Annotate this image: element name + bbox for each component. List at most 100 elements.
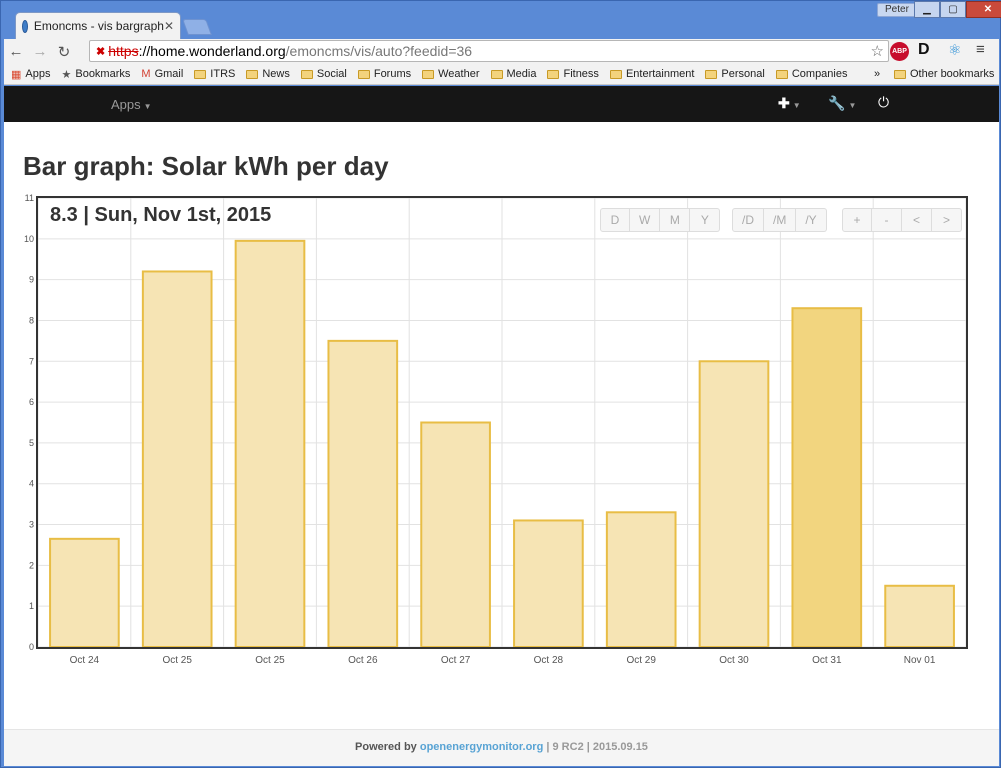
bar[interactable]: [884, 584, 955, 649]
x-tick-label: Nov 01: [904, 655, 936, 666]
logout-power-icon[interactable]: ⏻: [878, 94, 890, 110]
footer-link[interactable]: openenergymonitor.org: [419, 741, 544, 753]
bookmark-news[interactable]: News: [246, 68, 290, 80]
bookmark-label: News: [262, 68, 290, 80]
bookmark-label: Weather: [438, 68, 480, 80]
bookmark-label: Bookmarks: [75, 68, 131, 80]
browser-tab[interactable]: Emoncms - vis bargraph ✕: [15, 12, 181, 39]
x-tick-label: Oct 30: [719, 655, 749, 666]
forward-arrow-icon[interactable]: →: [32, 43, 48, 60]
close-window-button[interactable]: ✕: [966, 1, 1001, 18]
insecure-lock-icon[interactable]: ✖: [96, 45, 106, 58]
bar[interactable]: [49, 537, 120, 648]
bar[interactable]: [605, 511, 677, 648]
bookmark-gmail[interactable]: M Gmail: [141, 68, 183, 80]
caret-down-icon: ▼: [143, 102, 152, 111]
network-extension-icon[interactable]: ⚛: [948, 42, 962, 59]
bookmark-companies[interactable]: Companies: [775, 68, 848, 80]
folder-icon: [490, 69, 503, 79]
profile-button[interactable]: Peter: [877, 3, 917, 17]
range-d-button[interactable]: D: [600, 208, 630, 232]
interval-perminusy-button[interactable]: /Y: [796, 208, 827, 232]
bar[interactable]: [513, 519, 584, 648]
reload-icon[interactable]: ↻: [57, 43, 71, 61]
bookmarks-overflow-button[interactable]: »: [874, 68, 881, 80]
bookmark-itrs[interactable]: ITRS: [194, 68, 235, 80]
d-extension-icon[interactable]: D: [918, 41, 930, 58]
bookmarks-bar: ▦ Apps ★ Bookmarks M Gmail ITRS News Social Forum…: [4, 64, 999, 85]
address-bar[interactable]: ✖ https://home.wonderland.org/emoncms/vi…: [89, 40, 889, 62]
x-tick-label: Oct 29: [626, 655, 656, 666]
minimize-button[interactable]: ▁: [914, 1, 940, 18]
other-bookmarks[interactable]: Other bookmarks: [894, 68, 994, 80]
tab-close-icon[interactable]: ✕: [163, 19, 174, 33]
bookmark-label: Fitness: [563, 68, 599, 80]
wrench-menu[interactable]: 🔧 ▼: [828, 95, 857, 111]
bookmark-forums[interactable]: Forums: [357, 68, 411, 80]
bookmark-fitness[interactable]: Fitness: [547, 68, 599, 80]
star-icon: ★: [61, 68, 72, 81]
bar-graph[interactable]: 0 1 2 3 4 5 6 7 8 9 10 11 Oct 24 Oct 25 Oct 25 Oct 26 Oc…: [4, 186, 999, 666]
y-tick-label: 2: [29, 560, 34, 570]
window-controls: ▁ ▢ ✕: [914, 1, 1001, 18]
url-host: ://home.wonderland.org: [138, 43, 286, 59]
bookmark-media[interactable]: Media: [490, 68, 537, 80]
folder-icon: [705, 69, 718, 79]
bar[interactable]: [420, 421, 491, 648]
bookmark-label: Companies: [791, 68, 848, 80]
folder-icon: [609, 69, 622, 79]
bar[interactable]: [141, 270, 213, 649]
bar[interactable]: [234, 239, 306, 648]
y-tick-label: 0: [29, 642, 34, 652]
apps-menu[interactable]: Apps ▼: [111, 97, 152, 112]
x-tick-label: Oct 24: [70, 655, 100, 666]
y-tick-label: 9: [29, 275, 34, 285]
x-tick-label: Oct 26: [348, 655, 378, 666]
zoom-minus-button[interactable]: -: [872, 208, 902, 232]
bookmark-bookmarks[interactable]: ★ Bookmarks: [61, 68, 130, 81]
back-arrow-icon[interactable]: ←: [8, 43, 24, 60]
bookmark-label: Media: [506, 68, 537, 80]
interval-perminusd-button[interactable]: /D: [732, 208, 764, 232]
bookmark-label: Other bookmarks: [910, 68, 995, 80]
y-tick-label: 6: [29, 397, 34, 407]
url-scheme: https: [108, 43, 139, 59]
range-w-button[interactable]: W: [630, 208, 661, 232]
bookmark-apps[interactable]: ▦ Apps: [11, 68, 50, 81]
y-tick-label: 5: [29, 438, 34, 448]
maximize-button[interactable]: ▢: [940, 1, 966, 18]
y-tick-label: 7: [29, 356, 34, 366]
range-y-button[interactable]: Y: [690, 208, 721, 232]
bookmark-entertainment[interactable]: Entertainment: [609, 68, 694, 80]
bar[interactable]: [327, 339, 399, 648]
bar[interactable]: [698, 360, 770, 648]
bookmark-personal[interactable]: Personal: [705, 68, 765, 80]
zoom-left-button[interactable]: <: [902, 208, 932, 232]
interval-perminusm-button[interactable]: /M: [764, 208, 797, 232]
url-path: /emoncms/vis/auto?feedid=36: [285, 43, 473, 59]
bookmark-label: Social: [316, 68, 347, 80]
bar[interactable]: [791, 307, 863, 649]
bookmark-weather[interactable]: Weather: [422, 68, 480, 80]
footer: Powered by openenergymonitor.org | 9 RC2…: [4, 729, 999, 766]
x-tick-label: Oct 27: [441, 655, 471, 666]
range-m-button[interactable]: M: [660, 208, 691, 232]
bookmark-social[interactable]: Social: [300, 68, 347, 80]
bookmark-star-icon[interactable]: ☆: [870, 43, 884, 60]
zoom-right-button[interactable]: >: [932, 208, 962, 232]
apps-menu-label: Apps: [111, 97, 141, 112]
adblock-extension-icon[interactable]: ABP: [890, 42, 909, 61]
x-tick-label: Oct 28: [534, 655, 564, 666]
chrome-menu-icon[interactable]: ≡: [976, 41, 985, 58]
y-tick-label: 11: [25, 193, 34, 203]
folder-icon: [547, 69, 560, 79]
caret-down-icon: ▼: [792, 101, 801, 110]
browser-toolbar: ← → ↻ ✖ https://home.wonderland.org/emon…: [4, 39, 999, 64]
new-tab-button[interactable]: [182, 19, 212, 35]
tab-title: Emoncms - vis bargraph: [33, 19, 164, 33]
folder-icon: [194, 69, 207, 79]
add-menu[interactable]: ✚ ▼: [778, 95, 801, 111]
zoom-plus-button[interactable]: +: [842, 208, 872, 232]
title-bar: Emoncms - vis bargraph ✕ Peter ▁ ▢ ✕: [1, 1, 1001, 39]
